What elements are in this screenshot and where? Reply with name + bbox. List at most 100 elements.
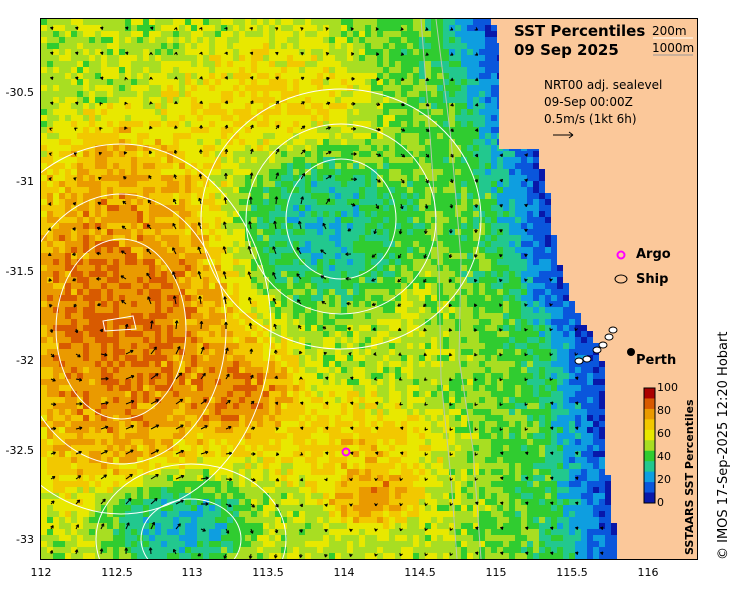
velocity-arrow-head bbox=[99, 328, 104, 333]
colorbar-tick-label: 100 bbox=[657, 381, 678, 394]
velocity-arrow-head bbox=[474, 427, 478, 431]
velocity-arrow-head bbox=[499, 352, 503, 357]
velocity-arrow-head bbox=[524, 303, 528, 307]
velocity-arrow-head bbox=[324, 554, 328, 558]
velocity-arrow-head bbox=[347, 326, 351, 331]
velocity-arrow-head bbox=[49, 51, 54, 56]
velocity-arrow-head bbox=[52, 378, 56, 382]
velocity-arrow-head bbox=[398, 352, 402, 356]
sealevel-contour bbox=[285, 158, 397, 280]
velocity-arrow-head bbox=[129, 473, 133, 478]
velocity-arrow-head bbox=[224, 76, 228, 80]
velocity-arrow-head bbox=[225, 530, 230, 534]
velocity-arrow-head bbox=[549, 526, 554, 531]
map-date: 09 Sep 2025 bbox=[514, 41, 619, 59]
velocity-arrow-head bbox=[574, 451, 579, 456]
velocity-arrow-head bbox=[474, 477, 479, 481]
velocity-arrow-head bbox=[322, 222, 326, 227]
velocity-arrow-head bbox=[228, 503, 232, 508]
velocity-arrow-head bbox=[351, 77, 355, 81]
sst-percentile-grid bbox=[41, 19, 617, 559]
velocity-arrow-head bbox=[524, 526, 529, 531]
velocity-arrow-head bbox=[352, 203, 356, 207]
velocity-arrow-head bbox=[96, 277, 100, 281]
velocity-arrow-head bbox=[299, 529, 303, 533]
velocity-arrow-head bbox=[72, 227, 76, 231]
velocity-arrow-head bbox=[549, 426, 554, 431]
colorbar bbox=[643, 387, 656, 504]
velocity-arrow-head bbox=[425, 128, 430, 132]
velocity-arrow-head bbox=[376, 77, 380, 81]
velocity-arrow-head bbox=[252, 477, 256, 482]
velocity-arrow-head bbox=[549, 377, 554, 381]
velocity-arrow-head bbox=[223, 555, 228, 559]
velocity-arrow bbox=[200, 477, 209, 480]
velocity-arrow-head bbox=[349, 553, 353, 557]
velocity-arrow-head bbox=[252, 452, 256, 456]
velocity-arrow-head bbox=[499, 402, 503, 406]
velocity-arrow-head bbox=[124, 126, 128, 130]
velocity-arrow-head bbox=[130, 374, 135, 379]
velocity-arrow-head bbox=[372, 327, 376, 331]
velocity-arrow-head bbox=[401, 179, 405, 184]
velocity-arrow-head bbox=[224, 148, 229, 153]
velocity-arrow bbox=[125, 400, 135, 405]
velocity-arrow bbox=[175, 523, 181, 530]
velocity-arrow-head bbox=[51, 500, 55, 504]
velocity-arrow-head bbox=[273, 555, 278, 559]
velocity-arrow bbox=[125, 449, 134, 455]
velocity-arrow-head bbox=[130, 349, 134, 354]
velocity-arrow-head bbox=[249, 51, 254, 56]
velocity-arrow-head bbox=[350, 52, 355, 56]
velocity-arrow-head bbox=[122, 200, 126, 205]
velocity-arrow-head bbox=[49, 550, 54, 554]
velocity-arrow-head bbox=[524, 501, 529, 506]
velocity-arrow-head bbox=[499, 278, 503, 283]
sealevel-contour bbox=[55, 238, 187, 420]
velocity-arrow bbox=[200, 451, 209, 455]
velocity-arrow-head bbox=[352, 127, 357, 131]
velocity-arrow-head bbox=[275, 124, 280, 129]
velocity-arrow-head bbox=[499, 229, 503, 233]
velocity-arrow-head bbox=[450, 77, 454, 82]
velocity-arrow-head bbox=[228, 425, 232, 430]
velocity-arrow-head bbox=[524, 427, 529, 431]
velocity-arrow-head bbox=[424, 205, 429, 209]
velocity-arrow-head bbox=[524, 253, 528, 257]
velocity-arrow-head bbox=[423, 328, 427, 332]
velocity-arrow-head bbox=[104, 425, 109, 430]
velocity-arrow-head bbox=[197, 552, 201, 557]
velocity-arrow-head bbox=[474, 452, 479, 456]
depth-contour-1000-label: 1000m bbox=[652, 41, 695, 55]
velocity-arrow bbox=[224, 197, 227, 205]
velocity-arrow-head bbox=[247, 246, 252, 250]
velocity-arrow bbox=[197, 246, 202, 255]
velocity-arrow-head bbox=[198, 173, 203, 177]
velocity-arrow-head bbox=[275, 148, 280, 153]
velocity-arrow-head bbox=[474, 204, 479, 208]
velocity-arrow-head bbox=[148, 150, 153, 154]
velocity-arrow-head bbox=[74, 329, 79, 334]
velocity-arrow-head bbox=[524, 327, 528, 332]
velocity-arrow-head bbox=[374, 401, 379, 406]
velocity-arrow bbox=[200, 425, 208, 430]
velocity-arrow-head bbox=[549, 302, 553, 307]
velocity-arrow bbox=[198, 222, 202, 230]
velocity-arrow-head bbox=[301, 172, 306, 177]
velocity-arrow-head bbox=[224, 51, 228, 56]
velocity-arrow-head bbox=[274, 27, 279, 31]
velocity-arrow-head bbox=[222, 246, 227, 250]
velocity-arrow-head bbox=[499, 253, 503, 258]
velocity-arrow-head bbox=[524, 228, 528, 232]
velocity-arrow-head bbox=[199, 125, 203, 129]
velocity-arrow-head bbox=[301, 101, 305, 105]
colorbar-segment bbox=[644, 471, 655, 483]
velocity-arrow-head bbox=[126, 522, 130, 526]
velocity-arrow bbox=[175, 475, 185, 480]
velocity-arrow-head bbox=[49, 26, 54, 31]
velocity-arrow bbox=[325, 198, 330, 205]
velocity-arrow-head bbox=[353, 152, 357, 156]
velocity-arrow-head bbox=[155, 399, 160, 403]
velocity-arrow-head bbox=[474, 153, 479, 158]
velocity-arrow-head bbox=[247, 271, 252, 275]
